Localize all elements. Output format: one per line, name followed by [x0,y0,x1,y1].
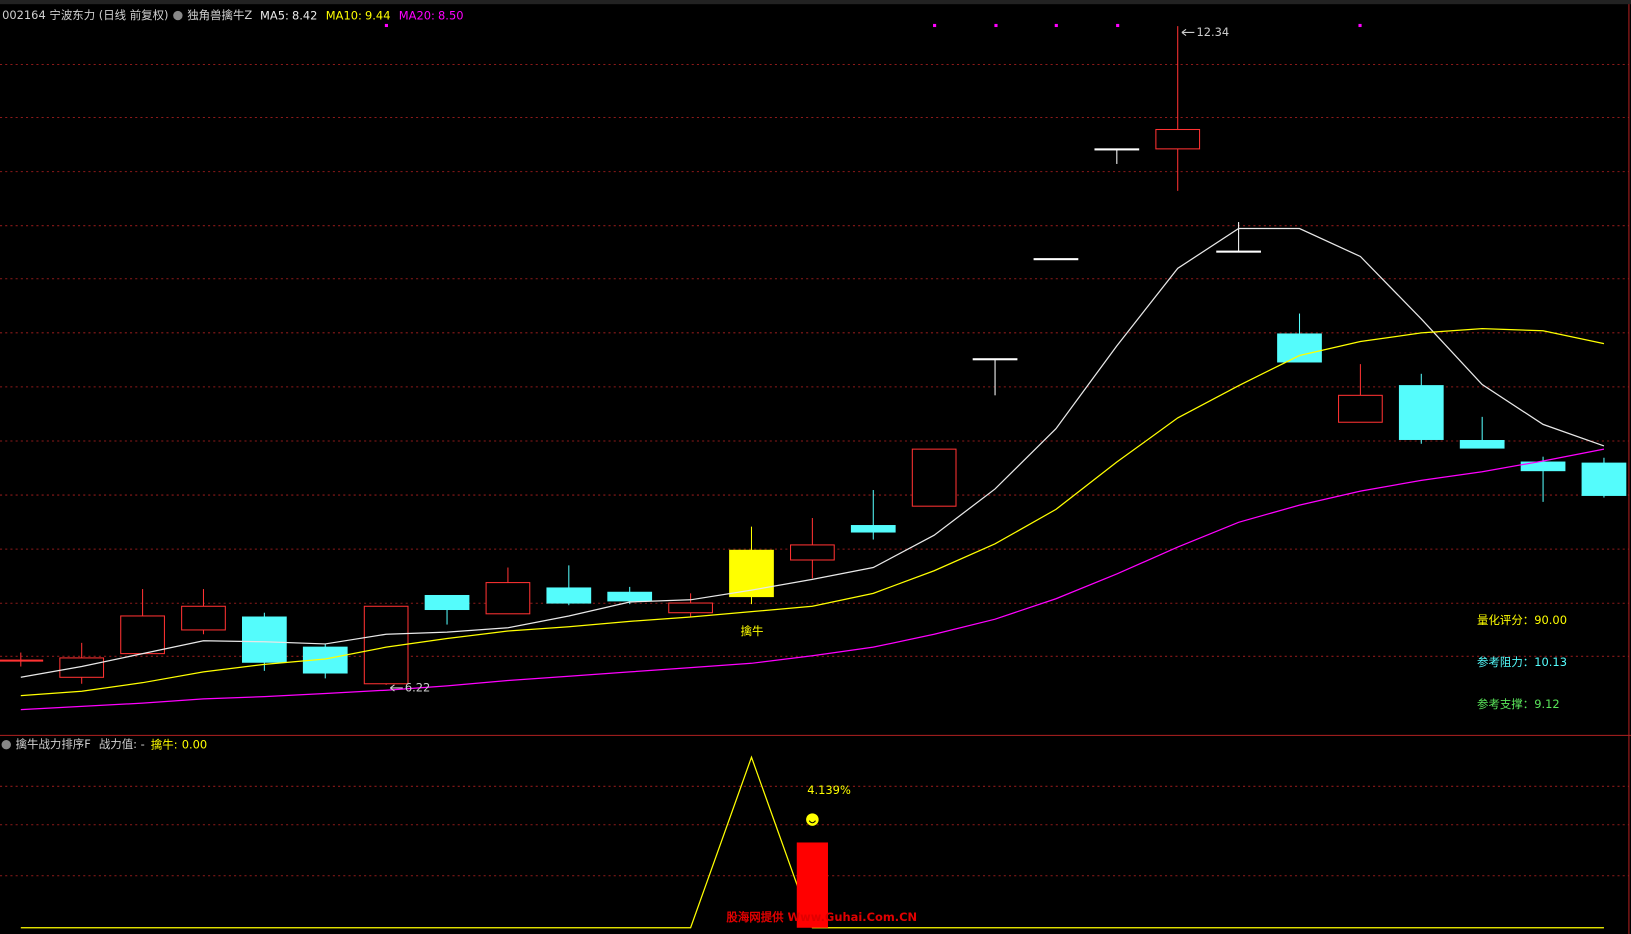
candle-body [1338,394,1383,423]
readout: 参考阻力：10.13 [1477,655,1567,669]
indicator-name: 独角兽擒牛Z [187,8,252,22]
lower-readout: 擒牛: 0.00 [151,737,207,751]
candle-body [485,582,531,615]
candle-body [181,605,226,631]
bar [796,842,828,928]
lower-label: 战力值: - [99,737,145,751]
readout-value: 90.00 [1534,612,1567,626]
annotation-arrow [1181,28,1195,36]
ma-readouts: MA5: 8.42 MA10: 9.44 MA20: 8.50 [260,8,463,22]
ma-line [20,227,1605,678]
annotation: 6.22 [405,680,430,694]
indicator-icon [1,740,11,750]
candle-body [1459,440,1505,449]
candle-body [59,657,105,678]
candle-body [1277,333,1322,363]
candle-body [0,659,44,662]
series-value: 0.00 [182,737,207,751]
ma-line [20,327,1605,697]
candle-body [546,587,592,604]
smiley [806,813,819,826]
ma-name: MA20: [399,8,435,22]
ma-line [20,448,1605,711]
candle-body [1155,128,1201,150]
candle-body [1520,461,1566,472]
candle-body [729,549,774,598]
candle-body [1094,148,1140,151]
annotation-arrow [389,684,403,692]
candle-body [972,358,1018,361]
readout: 参考支撑：9.12 [1477,697,1560,711]
menu-strip [0,0,1631,5]
ma-value: 8.42 [292,8,317,22]
candle-body [790,544,835,561]
readout-value: 9.12 [1534,697,1559,711]
lower-title: 擒牛战力排序F [16,737,91,751]
annotation: 12.34 [1196,25,1229,39]
smiley-face [808,820,816,824]
candle-body [1033,258,1079,261]
candle-body [242,616,287,663]
candle-body [1216,250,1261,253]
readout-label: 参考支撑： [1477,697,1534,711]
watermark: 股海网提供 Www.Guhai.Com.CN [726,910,917,924]
stock-title: 002164 宁波东力 (日线 前复权) [2,8,168,22]
readout: 量化评分：90.00 [1477,612,1567,626]
candle-body [424,594,470,611]
readout-label: 参考阻力： [1477,655,1534,669]
ma-name: MA10: [326,8,362,22]
candle-body [1581,462,1627,496]
readout-label: 量化评分： [1477,612,1534,626]
candle-body [120,615,165,655]
series-name: 擒牛: [151,737,178,751]
readout-value: 10.13 [1534,655,1567,669]
signal-label: 擒牛 [741,624,764,638]
signal-dots [384,23,1362,28]
grid [0,63,1629,877]
candle-body [911,448,957,507]
candle-body [607,591,653,602]
candle-body [850,525,896,533]
candle-body [363,605,409,685]
candle-body [1398,385,1444,440]
ma-value: 9.44 [365,8,390,22]
indicator-icon [173,10,183,21]
ma-name: MA5: [260,8,289,22]
bar-label: 4.139% [807,783,851,797]
candle-body [668,602,713,614]
ma-value: 8.50 [438,8,463,22]
